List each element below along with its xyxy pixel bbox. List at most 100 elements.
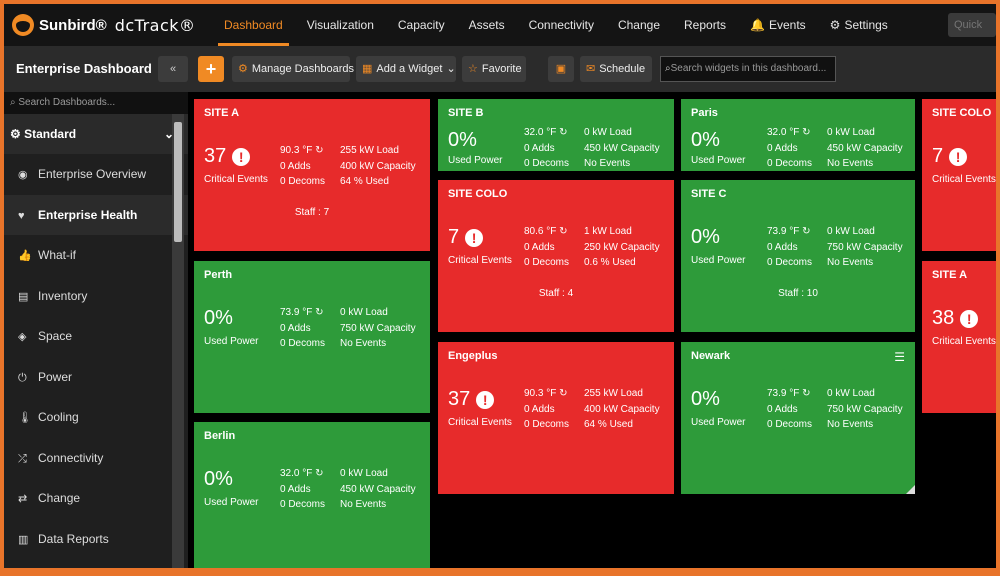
sidebar-item-data-reports[interactable]: ▥ Data Reports	[4, 519, 188, 560]
sidebar-item-cooling[interactable]: 🌡 Cooling	[4, 397, 188, 438]
tile-title: SITE B	[448, 107, 484, 119]
nav-connectivity[interactable]: Connectivity	[517, 4, 606, 46]
tile-big-value: 38!	[932, 307, 979, 330]
tile-stats-left: 90.3 °F ↻ 0 Adds 0 Decoms	[280, 143, 325, 190]
collapse-sidebar-button[interactable]: «	[158, 56, 188, 82]
top-nav: Sunbird® dcTrack® Dashboard Visualizatio…	[4, 4, 996, 46]
site-tile-newark[interactable]: Newark ☰ 0% Used Power 73.9 °F ↻ 0 Adds …	[681, 342, 915, 494]
favorite-button[interactable]: ☆ Favorite	[462, 56, 526, 82]
sidebar-group-standard[interactable]: ⚙ Standard ⌄	[4, 114, 188, 154]
site-tile-site-c[interactable]: SITE C 0% Used Power 73.9 °F ↻ 0 Adds 0 …	[681, 180, 915, 332]
site-tile-site-a-partial[interactable]: SITE A 38! Critical Events	[922, 261, 996, 413]
schedule-button[interactable]: ✉ Schedule	[580, 56, 652, 82]
manage-dashboards-button[interactable]: ⚙ Manage Dashboards	[232, 56, 354, 82]
tile-title: Perth	[204, 269, 233, 281]
refresh-icon: ↻	[802, 127, 811, 138]
capacity-value: 250 kW Capacity	[584, 241, 660, 253]
tile-big-label: Critical Events	[204, 174, 268, 185]
site-tile-site-a[interactable]: SITE A 37! Critical Events 90.3 °F ↻ 0 A…	[194, 99, 430, 251]
sidebar-item-label: Power	[38, 369, 73, 384]
sidebar-item-power[interactable]: ⏻ Power	[4, 357, 188, 398]
nav-capacity[interactable]: Capacity	[386, 4, 457, 46]
quick-search-input[interactable]	[948, 13, 996, 37]
sidebar-item-space[interactable]: ◈ Space	[4, 316, 188, 357]
temperature-value: 73.9 °F ↻	[767, 386, 812, 402]
nav-visualization[interactable]: Visualization	[295, 4, 386, 46]
nav-label: Capacity	[397, 18, 445, 32]
add-widget-button[interactable]: ▦ Add a Widget ⌄	[356, 56, 456, 82]
tile-title: Engeplus	[448, 350, 498, 362]
sidebar-item-what-if[interactable]: 👍 What-if	[4, 235, 188, 276]
tile-stats-right: 0 kW Load 750 kW Capacity No Events	[827, 224, 903, 271]
sidebar-item-change[interactable]: ⇄ Change	[4, 478, 188, 519]
nav-events[interactable]: 🔔 Events	[738, 4, 818, 46]
scrollbar-thumb[interactable]	[174, 122, 182, 242]
sidebar-scrollbar[interactable]	[172, 114, 184, 568]
temperature-text: 73.9 °F	[767, 226, 800, 237]
app-window: Sunbird® dcTrack® Dashboard Visualizatio…	[4, 4, 996, 568]
nav-change[interactable]: Change	[606, 4, 672, 46]
site-tile-site-b[interactable]: SITE B 0% Used Power 32.0 °F ↻ 0 Adds 0 …	[438, 99, 674, 171]
site-tile-site-colo[interactable]: SITE COLO 7! Critical Events 80.6 °F ↻ 0…	[438, 180, 674, 332]
nav-settings[interactable]: ⚙ Settings	[818, 4, 900, 46]
site-tile-perth[interactable]: Perth 0% Used Power 73.9 °F ↻ 0 Adds 0 D…	[194, 261, 430, 413]
widget-search-input[interactable]: ⌕Search widgets in this dashboard...	[660, 56, 836, 82]
nav-label: Connectivity	[528, 18, 594, 32]
dashboard-search-input[interactable]: ⌕ Search Dashboards...	[4, 92, 188, 114]
exchange-icon: ⇄	[18, 493, 28, 505]
tile-big-label: Critical Events	[448, 255, 512, 266]
site-tile-paris[interactable]: Paris 0% Used Power 32.0 °F ↻ 0 Adds 0 D…	[681, 99, 915, 171]
tile-title: Berlin	[204, 430, 236, 442]
hamburger-menu-icon[interactable]: ☰	[894, 350, 905, 364]
adds-value: 0 Adds	[524, 403, 555, 415]
adds-value: 0 Adds	[280, 483, 311, 495]
critical-events-count: 37	[448, 388, 471, 410]
site-tile-engeplus[interactable]: Engeplus 37! Critical Events 90.3 °F ↻ 0…	[438, 342, 674, 494]
sidebar-item-enterprise-overview[interactable]: ◉ Enterprise Overview	[4, 154, 188, 195]
decoms-value: 0 Decoms	[767, 257, 813, 268]
used-power-value: 0%	[448, 129, 477, 151]
search-icon: ⌕	[665, 63, 671, 74]
usage-value: 64 % Used	[340, 176, 389, 187]
staff-count: Staff : 10	[778, 288, 818, 299]
usage-value: 0.6 % Used	[584, 257, 636, 268]
site-tile-berlin[interactable]: Berlin 0% Used Power 32.0 °F ↻ 0 Adds 0 …	[194, 422, 430, 568]
tile-big-label: Used Power	[204, 497, 259, 508]
tile-stats-right: 0 kW Load 450 kW Capacity No Events	[584, 125, 660, 171]
envelope-icon: ✉	[586, 63, 596, 75]
used-power-value: 0%	[204, 468, 233, 490]
nav-reports[interactable]: Reports	[672, 4, 738, 46]
sidebar-item-label: Connectivity	[38, 450, 104, 465]
sidebar-item-enterprise-health[interactable]: ♥ Enterprise Health	[4, 194, 188, 235]
sidebar-item-inventory[interactable]: ▤ Inventory	[4, 276, 188, 317]
nav-dashboard[interactable]: Dashboard	[212, 4, 295, 46]
adds-value: 0 Adds	[767, 142, 798, 154]
nav-label: Settings	[844, 18, 888, 32]
tile-stats-right: 255 kW Load 400 kW Capacity 64 % Used	[584, 386, 660, 433]
sidebar-item-label: Space	[38, 329, 73, 343]
film-icon-button[interactable]: ▣	[548, 56, 574, 82]
tile-title: Newark	[691, 350, 731, 362]
sidebar-item-label: Enterprise Overview	[38, 167, 147, 181]
sunbird-logo[interactable]: Sunbird® dcTrack®	[12, 13, 196, 37]
tile-stats-left: 80.6 °F ↻ 0 Adds 0 Decoms	[524, 224, 569, 271]
sidebar-item-label: Enterprise Health	[38, 207, 138, 222]
adds-value: 0 Adds	[767, 241, 798, 253]
decoms-value: 0 Decoms	[280, 499, 326, 510]
temperature-value: 32.0 °F ↻	[767, 125, 812, 141]
tile-stats-left: 32.0 °F ↻ 0 Adds 0 Decoms	[524, 125, 569, 171]
heart-icon: ♥	[18, 209, 25, 222]
nav-label: Assets	[468, 18, 505, 32]
site-tile-site-colo-partial[interactable]: SITE COLO 7! Critical Events	[922, 99, 996, 251]
decoms-value: 0 Decoms	[767, 158, 813, 169]
load-value: 0 kW Load	[340, 307, 388, 318]
sidebar-item-connectivity[interactable]: ⤮ Connectivity	[4, 438, 188, 479]
decoms-value: 0 Decoms	[767, 419, 813, 430]
add-dashboard-button[interactable]: +	[198, 56, 224, 82]
resize-handle[interactable]	[906, 485, 915, 494]
sidebar-item-label: Inventory	[38, 288, 88, 303]
capacity-value: 400 kW Capacity	[584, 403, 660, 415]
nav-assets[interactable]: Assets	[457, 4, 517, 46]
nav-label: Reports	[684, 18, 727, 32]
tile-stats-left: 73.9 °F ↻ 0 Adds 0 Decoms	[280, 305, 325, 352]
